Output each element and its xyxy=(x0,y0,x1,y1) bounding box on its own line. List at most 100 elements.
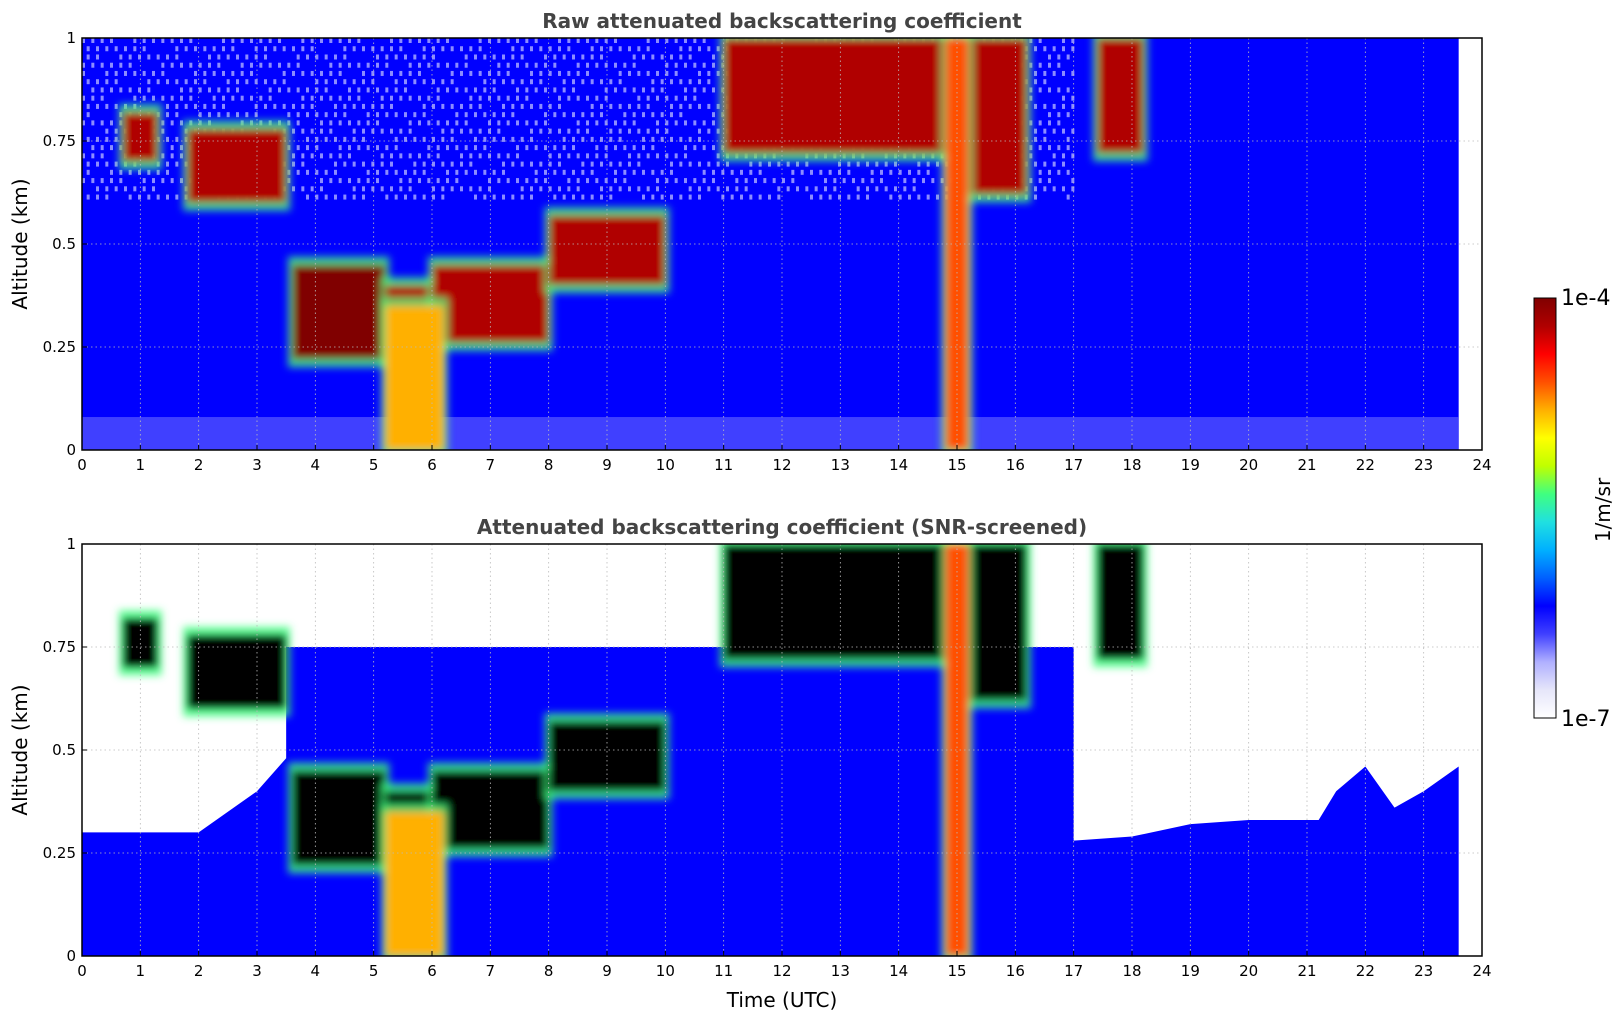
speckle-cell xyxy=(1048,178,1051,184)
speckle-cell xyxy=(245,54,249,60)
speckle-cell xyxy=(506,95,510,101)
speckle-cell xyxy=(847,169,851,175)
speckle-cell xyxy=(539,79,543,85)
speckle-cell xyxy=(82,38,85,43)
speckle-cell xyxy=(1038,87,1042,93)
speckle-cell xyxy=(422,54,426,60)
speckle-cell xyxy=(693,120,697,126)
speckle-cell xyxy=(502,194,505,200)
speckle-cell xyxy=(548,70,552,76)
y-ticks-raw: 0 0.25 0.5 0.75 1 xyxy=(43,29,87,459)
speckle-cell xyxy=(404,136,407,142)
speckle-cell xyxy=(539,186,543,192)
speckle-cell xyxy=(446,178,449,184)
speckle-cell xyxy=(894,161,897,167)
speckle-cell xyxy=(82,178,85,184)
speckle-cell xyxy=(184,46,188,52)
speckle-cell xyxy=(866,186,869,192)
speckle-cell xyxy=(679,194,683,200)
speckle-cell xyxy=(86,161,90,167)
speckle-cell xyxy=(408,186,412,192)
speckle-cell xyxy=(86,79,90,85)
speckle-cell xyxy=(348,145,351,151)
speckle-cell xyxy=(712,87,715,93)
speckle-cell xyxy=(478,70,482,76)
speckle-cell xyxy=(348,62,351,68)
speckle-cell xyxy=(548,103,552,109)
speckle-cell xyxy=(632,145,636,151)
speckle-cell xyxy=(296,112,300,118)
speckle-cell xyxy=(282,79,286,85)
speckle-cell xyxy=(698,70,701,76)
speckle-cell xyxy=(1043,128,1047,134)
speckle-cell xyxy=(296,120,300,126)
speckle-cell xyxy=(441,186,445,192)
speckle-cell xyxy=(310,128,314,134)
speckle-cell xyxy=(147,54,151,60)
speckle-cell xyxy=(656,178,659,184)
speckle-cell xyxy=(534,145,538,151)
speckle-cell xyxy=(936,161,939,167)
speckle-cell xyxy=(334,79,337,85)
speckle-cell xyxy=(684,95,687,101)
speckle-cell xyxy=(142,46,146,52)
speckle-cell xyxy=(665,178,669,184)
speckle-cell xyxy=(413,194,417,200)
speckle-cell xyxy=(1062,95,1065,101)
speckle-cell xyxy=(819,169,823,175)
y-tick-label: 0 xyxy=(66,441,76,459)
speckle-cell xyxy=(320,70,323,76)
speckle-cell xyxy=(432,136,435,142)
colorbar-min-label: 1e-7 xyxy=(1561,707,1610,732)
speckle-cell xyxy=(161,95,165,101)
speckle-cell xyxy=(754,178,757,184)
speckle-cell xyxy=(348,120,351,126)
speckle-cell xyxy=(194,70,197,76)
cloud-layer xyxy=(1097,544,1144,660)
speckle-cell xyxy=(665,38,669,43)
speckle-cell xyxy=(483,87,487,93)
x-tick-label: 24 xyxy=(1472,456,1491,474)
speckle-cell xyxy=(357,120,361,126)
speckle-cell xyxy=(86,46,90,52)
speckle-cell xyxy=(376,169,379,175)
speckle-cell xyxy=(133,38,137,43)
speckle-cell xyxy=(604,153,608,159)
speckle-cell xyxy=(436,178,440,184)
speckle-cell xyxy=(343,46,347,52)
speckle-cell xyxy=(147,87,151,93)
precipitation-column xyxy=(385,811,444,956)
speckle-cell xyxy=(614,87,617,93)
speckle-cell xyxy=(441,136,445,142)
speckle-cell xyxy=(581,161,585,167)
speckle-cell xyxy=(166,112,169,118)
speckle-cell xyxy=(478,38,482,43)
speckle-cell xyxy=(119,178,123,184)
speckle-cell xyxy=(352,186,356,192)
speckle-cell xyxy=(833,186,837,192)
speckle-cell xyxy=(618,46,622,52)
speckle-cell xyxy=(198,112,202,118)
speckle-cell xyxy=(1043,79,1047,85)
speckle-cell xyxy=(670,194,673,200)
speckle-cell xyxy=(558,95,561,101)
speckle-cell xyxy=(609,161,613,167)
speckle-cell xyxy=(91,38,95,43)
speckle-cell xyxy=(357,95,361,101)
speckle-cell xyxy=(301,161,305,167)
speckle-cell xyxy=(250,70,253,76)
speckle-cell xyxy=(315,87,319,93)
speckle-cell xyxy=(1062,46,1065,52)
speckle-cell xyxy=(441,79,445,85)
speckle-cell xyxy=(642,54,645,60)
speckle-cell xyxy=(390,186,393,192)
speckle-cell xyxy=(800,169,804,175)
speckle-cell xyxy=(147,169,151,175)
speckle-cell xyxy=(394,87,398,93)
speckle-cell xyxy=(376,178,379,184)
speckle-cell xyxy=(96,136,99,142)
speckle-cell xyxy=(497,178,501,184)
speckle-cell xyxy=(740,169,743,175)
speckle-cell xyxy=(166,54,169,60)
